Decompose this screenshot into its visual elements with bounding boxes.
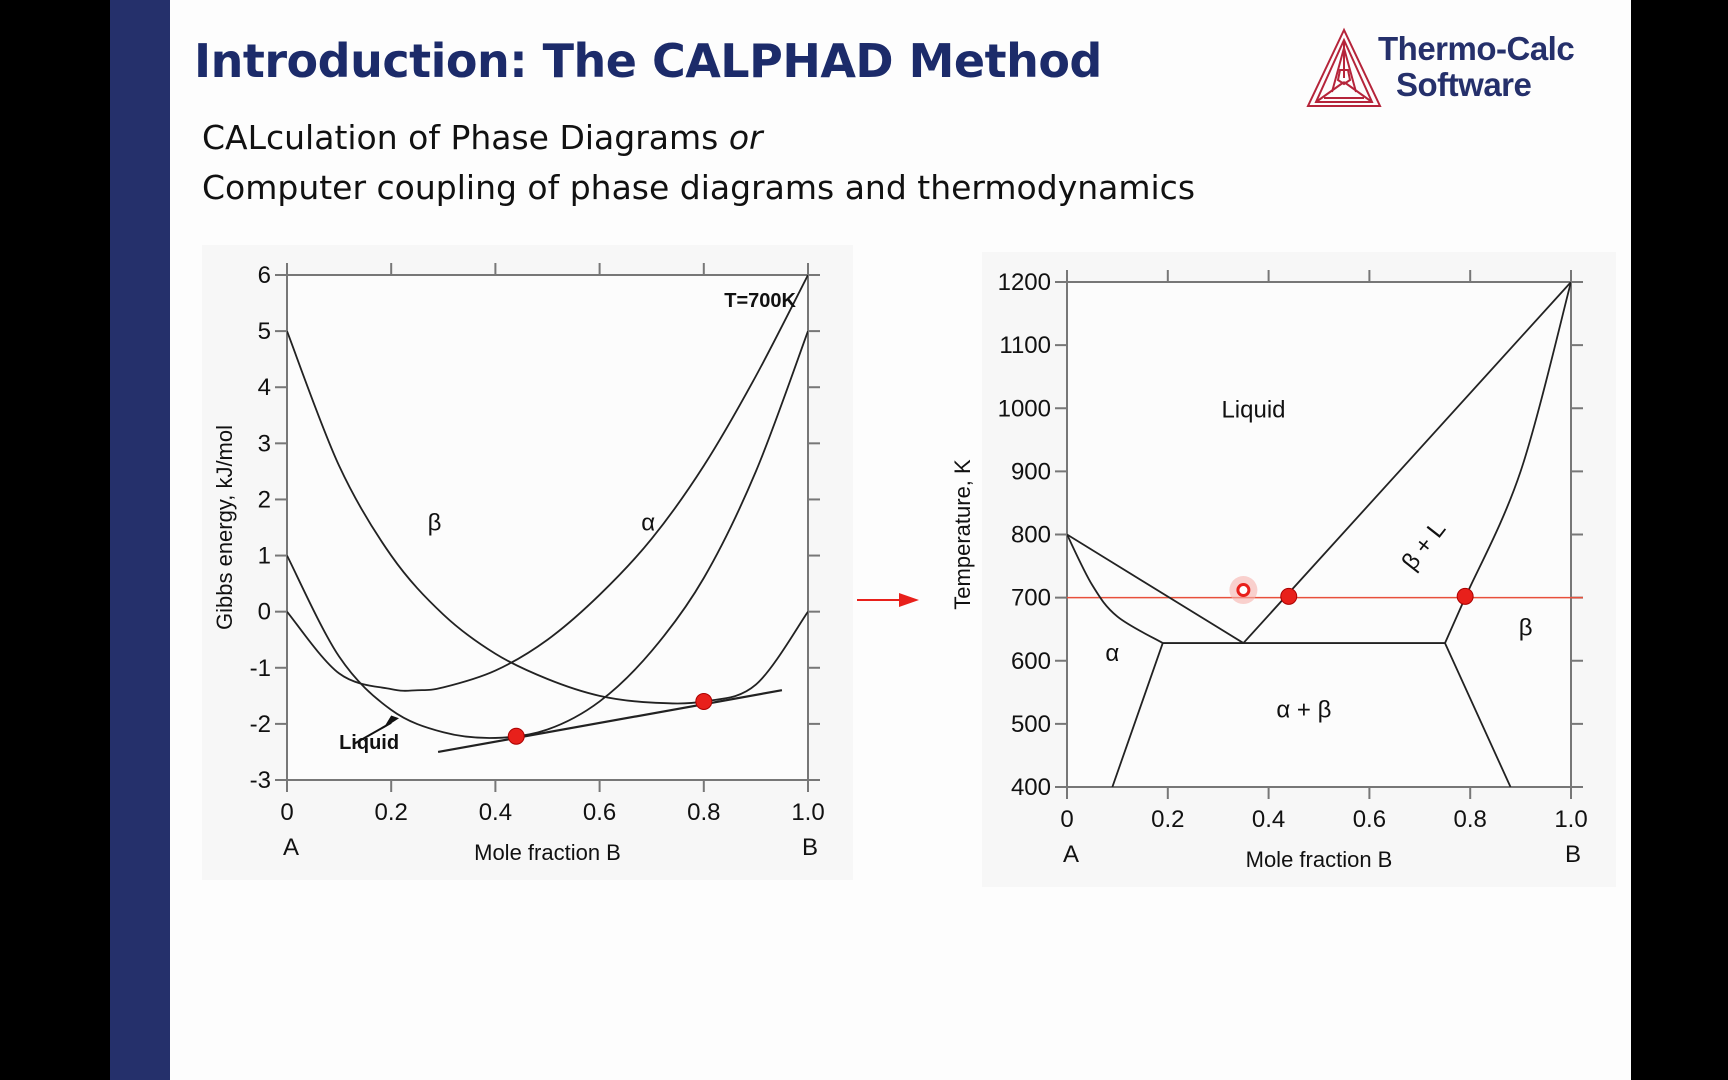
y-tick-label: 800 xyxy=(1011,522,1051,549)
y-tick-label: 700 xyxy=(1011,585,1051,612)
x-tick-label: 1.0 xyxy=(1554,806,1587,833)
phase-boundary-solidus-A xyxy=(1067,534,1164,644)
temperature-annotation: T=700K xyxy=(724,290,796,312)
equilibrium-point xyxy=(1280,587,1298,605)
logo-line-2: Software xyxy=(1396,66,1532,103)
phase-boundary-solidus-B xyxy=(1444,282,1571,644)
x-end-label-b: B xyxy=(802,834,818,861)
x-tick-label: 0.6 xyxy=(583,799,616,826)
subtitle-italic: or xyxy=(728,118,763,157)
x-axis-label: Mole fraction B xyxy=(1246,847,1393,872)
phase-boundary-liquidus-A xyxy=(1067,533,1244,644)
x-tick-label: 0 xyxy=(280,799,293,826)
x-tick-label: 0.8 xyxy=(1454,806,1487,833)
y-tick-label: -3 xyxy=(250,767,271,794)
x-end-label-a: A xyxy=(283,834,299,861)
x-tick-label: 0.2 xyxy=(375,799,408,826)
x-end-label-b: B xyxy=(1565,841,1581,868)
gibbs-curve-β xyxy=(287,330,808,705)
subtitle-line-1: CALculation of Phase Diagrams or xyxy=(202,118,763,157)
y-axis-label: Temperature, K xyxy=(950,459,975,610)
y-tick-label: 1 xyxy=(258,543,271,570)
phase-diagram-chart: 1200 1100 1000 900 800 700 600 500 400 0 0.2 0.4 0.6… xyxy=(950,252,1616,887)
y-tick-label: 3 xyxy=(258,430,271,457)
curve-label: β xyxy=(428,509,442,536)
y-tick-label: 600 xyxy=(1011,648,1051,675)
y-tick-label: -2 xyxy=(250,711,271,738)
thermo-calc-logo: Thermo-Calc Software xyxy=(1304,26,1634,110)
y-tick-label: 500 xyxy=(1011,711,1051,738)
plot-frame xyxy=(1066,281,1572,788)
x-tick-label: 0 xyxy=(1060,806,1073,833)
y-tick-label: 1100 xyxy=(999,332,1051,359)
x-tick-label: 0.4 xyxy=(1252,806,1285,833)
gibbs-curve-α xyxy=(287,275,808,692)
x-tick-label: 0.4 xyxy=(479,799,512,826)
gibbs-energy-chart: 6 5 4 3 2 1 0 -1 -2 -3 0 0.2 0.4 0.6 0.8 1.0 A B Mole frac… xyxy=(202,245,853,880)
y-tick-label: 2 xyxy=(258,486,271,513)
y-axis-label: Gibbs energy, kJ/mol xyxy=(212,425,237,630)
gibbs-curve-Liquid xyxy=(287,330,808,739)
x-tick-label: 0.2 xyxy=(1151,806,1184,833)
equilibrium-point xyxy=(1456,587,1474,605)
curve-label: α xyxy=(641,509,655,536)
triangle-logo-icon xyxy=(1306,27,1382,107)
phase-boundary-solvus-A xyxy=(1111,642,1164,787)
phase-label: α xyxy=(1105,640,1119,667)
phase-boundary-solvus-B xyxy=(1444,642,1512,787)
y-tick-label: 1000 xyxy=(998,395,1051,422)
phase-label: β xyxy=(1519,615,1533,642)
logo-line-1: Thermo-Calc xyxy=(1378,30,1575,67)
y-tick-label: 5 xyxy=(258,318,271,345)
arrow-right-icon xyxy=(857,593,919,607)
equilibrium-point xyxy=(695,692,713,710)
x-end-label-a: A xyxy=(1063,841,1079,868)
y-tick-label: -1 xyxy=(250,655,271,682)
y-tick-label: 400 xyxy=(1011,774,1051,801)
curve-label: Liquid xyxy=(339,732,399,754)
phase-label: Liquid xyxy=(1221,397,1285,424)
x-tick-label: 1.0 xyxy=(791,799,824,826)
subtitle-line-2: Computer coupling of phase diagrams and … xyxy=(202,168,1196,207)
y-tick-label: 1200 xyxy=(998,269,1051,296)
x-tick-label: 0.8 xyxy=(687,799,720,826)
slide-title: Introduction: The CALPHAD Method xyxy=(194,34,1102,88)
y-tick-label: 0 xyxy=(258,599,271,626)
y-tick-label: 6 xyxy=(258,262,271,289)
x-axis-label: Mole fraction B xyxy=(474,840,621,865)
y-tick-label: 4 xyxy=(258,374,271,401)
common-tangent-line xyxy=(437,689,783,754)
pointer-arrow-icon xyxy=(383,715,400,729)
cursor-marker-icon xyxy=(1236,583,1251,598)
phase-label: α + β xyxy=(1276,697,1331,724)
x-tick-label: 0.6 xyxy=(1353,806,1386,833)
equilibrium-point xyxy=(507,727,525,745)
accent-bar xyxy=(110,0,170,1080)
subtitle-text: CALculation of Phase Diagrams xyxy=(202,118,729,157)
phase-boundary-liquidus-B xyxy=(1242,282,1571,644)
y-tick-label: 900 xyxy=(1011,458,1051,485)
